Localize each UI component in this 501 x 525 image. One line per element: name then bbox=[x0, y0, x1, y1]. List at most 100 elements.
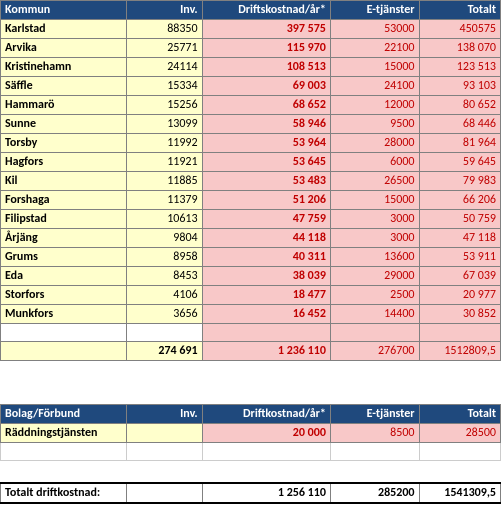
kommun-etj: 9500 bbox=[330, 115, 419, 134]
hdr-drift2: Driftkostnad/år* bbox=[202, 405, 330, 424]
kommun-inv: 11379 bbox=[127, 191, 202, 210]
kommun-inv: 11992 bbox=[127, 134, 202, 153]
kommun-name: Arvika bbox=[1, 39, 127, 58]
kommun-etj: 26500 bbox=[330, 172, 419, 191]
kommun-name: Kristinehamn bbox=[1, 58, 127, 77]
kommun-drift: 47 759 bbox=[202, 210, 330, 229]
gap-row bbox=[1, 383, 501, 405]
table-row: Hagfors1192153 645600059 645 bbox=[1, 153, 501, 172]
kommun-drift: 53 645 bbox=[202, 153, 330, 172]
bolag-drift: 20 000 bbox=[202, 424, 330, 443]
footer-etj: 285200 bbox=[330, 483, 419, 503]
kommun-drift: 397 575 bbox=[202, 20, 330, 39]
bolag-inv bbox=[127, 424, 202, 443]
hdr-kommun: Kommun bbox=[1, 1, 127, 20]
kommun-tot: 47 118 bbox=[419, 229, 501, 248]
kommun-drift: 16 452 bbox=[202, 305, 330, 324]
gap-row bbox=[1, 443, 501, 461]
kommun-name: Munkfors bbox=[1, 305, 127, 324]
footer-tot: 1541309,5 bbox=[419, 483, 501, 503]
kommun-etj: 53000 bbox=[330, 20, 419, 39]
kommun-tot: 79 983 bbox=[419, 172, 501, 191]
kommun-etj: 15000 bbox=[330, 58, 419, 77]
kommun-name: Hammarö bbox=[1, 96, 127, 115]
table-row: Karlstad88350397 57553000450575 bbox=[1, 20, 501, 39]
hdr-etj2: E-tjänster bbox=[330, 405, 419, 424]
totals-row: 274 691 1 236 110 276700 1512809,5 bbox=[1, 342, 501, 361]
table-row: Arvika25771115 97022100138 070 bbox=[1, 39, 501, 58]
table-row: Räddningstjänsten 20 000 8500 28500 bbox=[1, 424, 501, 443]
kommun-tot: 450575 bbox=[419, 20, 501, 39]
kommun-etj: 14400 bbox=[330, 305, 419, 324]
kommun-drift: 38 039 bbox=[202, 267, 330, 286]
kommun-name: Säffle bbox=[1, 77, 127, 96]
kommun-etj: 29000 bbox=[330, 267, 419, 286]
kommun-inv: 9804 bbox=[127, 229, 202, 248]
hdr-tot2: Totalt bbox=[419, 405, 501, 424]
kommun-tot: 123 513 bbox=[419, 58, 501, 77]
table-row: Munkfors365616 4521440030 852 bbox=[1, 305, 501, 324]
kommun-drift: 68 652 bbox=[202, 96, 330, 115]
table-row: Årjäng980444 118300047 118 bbox=[1, 229, 501, 248]
hdr-inv: Inv. bbox=[127, 1, 202, 20]
kommun-inv: 4106 bbox=[127, 286, 202, 305]
table-row: Filipstad1061347 759300050 759 bbox=[1, 210, 501, 229]
kommun-drift: 51 206 bbox=[202, 191, 330, 210]
kommun-inv: 13099 bbox=[127, 115, 202, 134]
kommun-inv: 88350 bbox=[127, 20, 202, 39]
table-row: Sunne1309958 946950068 446 bbox=[1, 115, 501, 134]
kommun-tot: 53 911 bbox=[419, 248, 501, 267]
kommun-tot: 67 039 bbox=[419, 267, 501, 286]
table-row: Storfors410618 477250020 977 bbox=[1, 286, 501, 305]
table-row: Kil1188553 4832650079 983 bbox=[1, 172, 501, 191]
kommun-name: Årjäng bbox=[1, 229, 127, 248]
kommun-drift: 53 483 bbox=[202, 172, 330, 191]
kommun-inv: 3656 bbox=[127, 305, 202, 324]
kommun-inv: 10613 bbox=[127, 210, 202, 229]
gap-row bbox=[1, 361, 501, 383]
kommun-tot: 20 977 bbox=[419, 286, 501, 305]
kommun-tot: 50 759 bbox=[419, 210, 501, 229]
kommun-name: Torsby bbox=[1, 134, 127, 153]
total-inv: 274 691 bbox=[127, 342, 202, 361]
table-row: Grums895840 3111360053 911 bbox=[1, 248, 501, 267]
table-row: Torsby1199253 9642800081 964 bbox=[1, 134, 501, 153]
kommun-inv: 8958 bbox=[127, 248, 202, 267]
kommun-inv: 25771 bbox=[127, 39, 202, 58]
kommun-name: Storfors bbox=[1, 286, 127, 305]
hdr-inv2: Inv. bbox=[127, 405, 202, 424]
kommun-table: Kommun Inv. Driftskostnad/år* E-tjänster… bbox=[0, 0, 501, 504]
header-row: Kommun Inv. Driftskostnad/år* E-tjänster… bbox=[1, 1, 501, 20]
footer-row: Totalt driftkostnad: 1 256 110 285200 15… bbox=[1, 483, 501, 503]
hdr-etj: E-tjänster bbox=[330, 1, 419, 20]
kommun-drift: 40 311 bbox=[202, 248, 330, 267]
kommun-tot: 93 103 bbox=[419, 77, 501, 96]
kommun-inv: 8453 bbox=[127, 267, 202, 286]
kommun-name: Kil bbox=[1, 172, 127, 191]
kommun-etj: 15000 bbox=[330, 191, 419, 210]
kommun-etj: 22100 bbox=[330, 39, 419, 58]
kommun-drift: 115 970 bbox=[202, 39, 330, 58]
kommun-etj: 28000 bbox=[330, 134, 419, 153]
footer-label: Totalt driftkostnad: bbox=[1, 483, 127, 503]
bolag-etj: 8500 bbox=[330, 424, 419, 443]
kommun-tot: 30 852 bbox=[419, 305, 501, 324]
kommun-inv: 11921 bbox=[127, 153, 202, 172]
kommun-name: Hagfors bbox=[1, 153, 127, 172]
kommun-drift: 108 513 bbox=[202, 58, 330, 77]
kommun-drift: 44 118 bbox=[202, 229, 330, 248]
total-tot: 1512809,5 bbox=[419, 342, 501, 361]
kommun-etj: 24100 bbox=[330, 77, 419, 96]
header-row-2: Bolag/Förbund Inv. Driftkostnad/år* E-tj… bbox=[1, 405, 501, 424]
kommun-drift: 18 477 bbox=[202, 286, 330, 305]
kommun-tot: 68 446 bbox=[419, 115, 501, 134]
kommun-etj: 3000 bbox=[330, 229, 419, 248]
kommun-tot: 66 206 bbox=[419, 191, 501, 210]
kommun-name: Grums bbox=[1, 248, 127, 267]
kommun-etj: 3000 bbox=[330, 210, 419, 229]
hdr-tot: Totalt bbox=[419, 1, 501, 20]
kommun-tot: 138 070 bbox=[419, 39, 501, 58]
kommun-etj: 2500 bbox=[330, 286, 419, 305]
empty-row bbox=[1, 324, 501, 342]
kommun-drift: 58 946 bbox=[202, 115, 330, 134]
